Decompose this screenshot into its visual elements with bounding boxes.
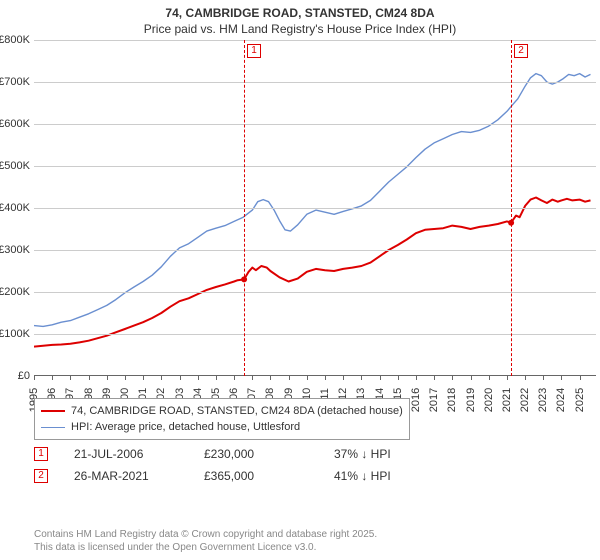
attribution-line2: This data is licensed under the Open Gov… [34,541,316,554]
x-axis-tick [434,376,435,380]
x-axis-tick [325,376,326,380]
x-axis-tick-label: 2017 [428,388,440,412]
x-axis-tick [198,376,199,380]
x-axis-tick [452,376,453,380]
x-axis-tick-label: 2022 [519,388,531,412]
x-axis-tick [216,376,217,380]
x-axis-tick [489,376,490,380]
sale-marker-line [244,40,245,376]
x-axis-tick [180,376,181,380]
x-axis-tick [161,376,162,380]
x-axis-tick-label: 2019 [465,388,477,412]
x-axis-tick-label: 2016 [410,388,422,412]
x-axis-tick [125,376,126,380]
x-axis-tick [343,376,344,380]
x-axis-tick [580,376,581,380]
legend-swatch-property [41,410,65,412]
y-axis-tick-label: £200K [0,286,30,298]
chart-title-line2: Price paid vs. HM Land Registry's House … [0,22,600,36]
sale-row-date: 21-JUL-2006 [74,447,174,461]
x-axis-tick [398,376,399,380]
legend-item-hpi: HPI: Average price, detached house, Uttl… [41,419,403,435]
x-axis-tick [471,376,472,380]
sale-row: 1 21-JUL-2006 £230,000 37% ↓ HPI [34,446,574,464]
sale-row-vs-hpi: 37% ↓ HPI [334,447,391,461]
x-axis-tick [416,376,417,380]
x-axis-tick [561,376,562,380]
legend-label-property: 74, CAMBRIDGE ROAD, STANSTED, CM24 8DA (… [71,405,403,417]
x-axis-tick-label: 2023 [537,388,549,412]
sale-row-price: £365,000 [204,469,304,483]
y-axis-tick-label: £800K [0,34,30,46]
x-axis-tick [289,376,290,380]
x-axis-tick [52,376,53,380]
y-axis-tick-label: £300K [0,244,30,256]
sale-marker-line [511,40,512,376]
x-axis-tick [270,376,271,380]
x-axis-tick [252,376,253,380]
sale-row-date: 26-MAR-2021 [74,469,174,483]
legend-swatch-hpi [41,427,65,428]
x-axis-tick [543,376,544,380]
line-series [34,74,591,327]
x-axis-tick-label: 2018 [446,388,458,412]
legend-label-hpi: HPI: Average price, detached house, Uttl… [71,421,300,433]
y-axis-tick-label: £600K [0,118,30,130]
line-series [34,198,591,347]
sale-row: 2 26-MAR-2021 £365,000 41% ↓ HPI [34,468,574,486]
y-axis-tick-label: £100K [0,328,30,340]
x-axis-tick [361,376,362,380]
x-axis-tick [143,376,144,380]
y-axis-tick-label: £700K [0,76,30,88]
sale-row-price: £230,000 [204,447,304,461]
sale-marker-badge: 1 [247,44,261,58]
x-axis-tick [234,376,235,380]
x-axis-tick [34,376,35,380]
x-axis-tick [107,376,108,380]
x-axis-tick [89,376,90,380]
sale-row-vs-hpi: 41% ↓ HPI [334,469,391,483]
chart-title-line1: 74, CAMBRIDGE ROAD, STANSTED, CM24 8DA [0,6,600,20]
legend: 74, CAMBRIDGE ROAD, STANSTED, CM24 8DA (… [34,398,410,440]
x-axis-tick-label: 2020 [483,388,495,412]
x-axis-tick-label: 2024 [555,388,567,412]
legend-item-property: 74, CAMBRIDGE ROAD, STANSTED, CM24 8DA (… [41,403,403,419]
x-axis-tick [507,376,508,380]
sale-row-marker: 2 [34,469,48,483]
x-axis-tick [525,376,526,380]
y-axis-tick-label: £400K [0,202,30,214]
x-axis-tick-label: 2021 [501,388,513,412]
sale-marker-badge: 2 [514,44,528,58]
y-axis-tick-label: £500K [0,160,30,172]
x-axis-tick [307,376,308,380]
sale-row-marker: 1 [34,447,48,461]
x-axis-tick-label: 2025 [574,388,586,412]
y-axis-tick-label: £0 [18,370,30,382]
x-axis-tick [70,376,71,380]
attribution-line1: Contains HM Land Registry data © Crown c… [34,528,377,541]
x-axis-tick [380,376,381,380]
